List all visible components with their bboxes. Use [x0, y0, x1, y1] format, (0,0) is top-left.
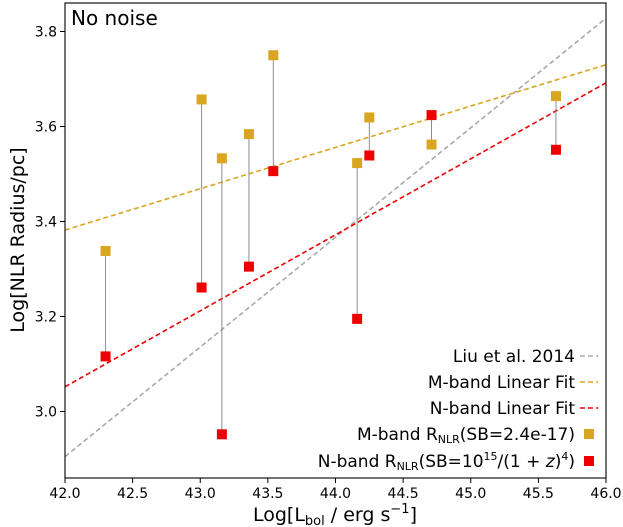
legend-swatch-n-points [584, 456, 594, 466]
n-band-point [364, 150, 375, 161]
m-band-point [100, 245, 111, 256]
legend-label-liu: Liu et al. 2014 [453, 347, 575, 367]
m-band-point [550, 91, 561, 102]
legend-entry-liu: Liu et al. 2014 [453, 347, 598, 367]
n-band-point [243, 261, 254, 272]
m-band-point [364, 112, 375, 123]
x-tick-label: 43.0 [185, 486, 216, 502]
legend-entry-n-fit: N-band Linear Fit [430, 399, 598, 419]
x-tick-label: 44.0 [320, 486, 351, 502]
m-band-point [196, 94, 207, 105]
n-band-fit-line [65, 82, 606, 388]
legend: Liu et al. 2014 M-band Linear Fit N-band… [318, 347, 598, 473]
n-band-point [196, 282, 207, 293]
x-tick-label: 44.5 [388, 486, 419, 502]
y-tick-label: 3.8 [35, 25, 57, 41]
y-tick-label: 3.4 [35, 215, 57, 231]
y-axis-label: Log[NLR Radius/pc] [7, 147, 29, 332]
n-band-point [550, 144, 561, 155]
x-tick-label: 42.5 [117, 486, 148, 502]
data-points [100, 50, 561, 440]
m-band-fit-line [65, 63, 606, 231]
y-tick-label: 3.2 [35, 310, 57, 326]
n-band-point [268, 166, 279, 177]
legend-label-n-points: N-band RNLR(SB=1015/(1 + z)4) [318, 450, 575, 473]
legend-label-n-fit: N-band Linear Fit [430, 399, 576, 419]
y-axis-ticks: 3.0 3.2 3.4 3.6 3.8 [35, 25, 65, 421]
legend-entry-m-fit: M-band Linear Fit [428, 373, 598, 393]
x-axis-ticks: 42.0 42.5 43.0 43.5 44.0 44.5 45.0 45.5 46.0 [49, 478, 622, 502]
m-band-point [216, 153, 227, 164]
n-band-point [352, 313, 363, 324]
x-axis-label: Log[Lbol / erg s−1] [253, 502, 417, 527]
fit-lines [65, 17, 606, 458]
x-tick-label: 43.5 [252, 486, 283, 502]
n-band-point [216, 429, 227, 440]
x-tick-label: 45.5 [523, 486, 554, 502]
legend-entry-m-points: M-band RNLR(SB=2.4e-17) [357, 425, 594, 446]
y-tick-label: 3.6 [35, 120, 57, 136]
connector-lines [105, 55, 557, 435]
y-tick-label: 3.0 [35, 405, 57, 421]
legend-swatch-m-points [584, 429, 594, 439]
m-band-point [426, 139, 437, 150]
legend-label-m-fit: M-band Linear Fit [428, 373, 575, 393]
x-tick-label: 45.0 [455, 486, 486, 502]
m-band-point [268, 50, 279, 61]
n-band-point [100, 351, 111, 362]
m-band-point [352, 158, 363, 169]
m-band-point [243, 129, 254, 140]
annotation-text: No noise [71, 6, 158, 30]
x-tick-label: 42.0 [49, 486, 80, 502]
legend-label-m-points: M-band RNLR(SB=2.4e-17) [357, 425, 575, 446]
liu-line [65, 17, 606, 458]
x-tick-label: 46.0 [590, 486, 621, 502]
legend-entry-n-points: N-band RNLR(SB=1015/(1 + z)4) [318, 450, 594, 473]
n-band-point [426, 110, 437, 121]
